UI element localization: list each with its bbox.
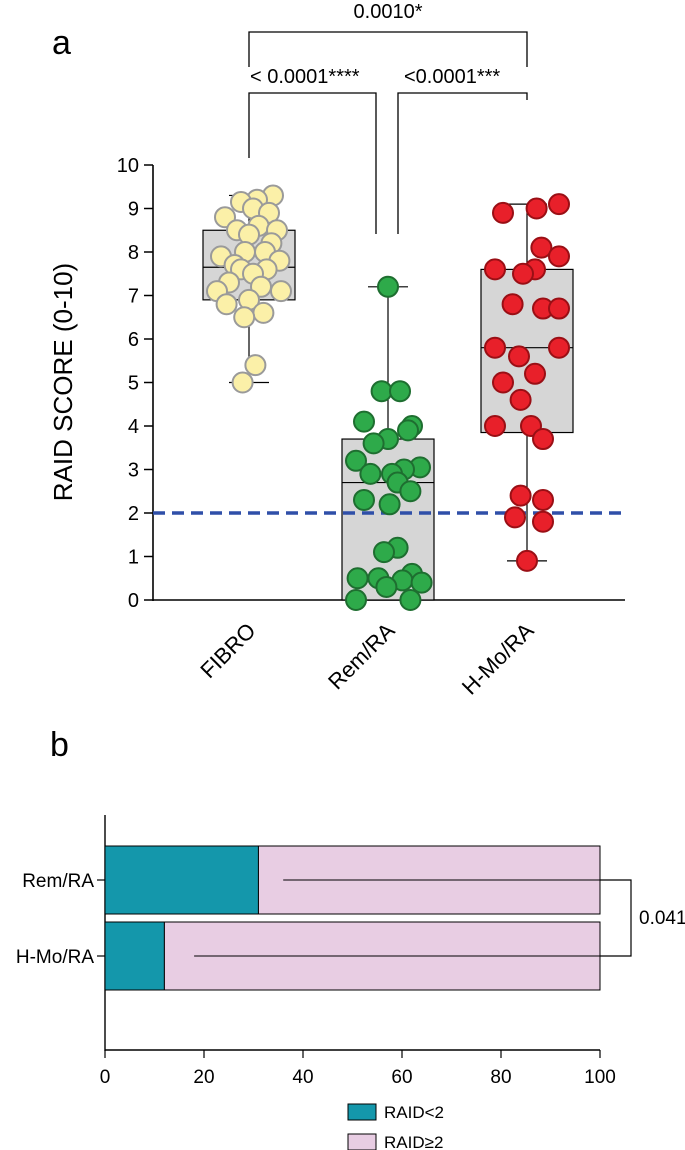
y-tick-label: 7 bbox=[128, 286, 139, 308]
x-tick-label: FIBRO bbox=[195, 618, 260, 683]
data-point bbox=[509, 388, 532, 411]
data-point bbox=[548, 336, 570, 359]
legend-swatch bbox=[347, 1133, 377, 1150]
data-point bbox=[548, 297, 570, 320]
x-tick-labels: FIBRO Rem/RA H-Mo/RA bbox=[195, 618, 538, 700]
b-x-tick-label: 0 bbox=[100, 1067, 111, 1088]
significance-bracket bbox=[248, 92, 377, 234]
data-point bbox=[353, 410, 375, 433]
data-point bbox=[252, 301, 275, 324]
data-point bbox=[492, 371, 514, 394]
data-point bbox=[484, 258, 506, 281]
b-x-tick-label: 40 bbox=[292, 1067, 313, 1088]
data-point bbox=[548, 245, 570, 268]
data-point bbox=[504, 506, 526, 529]
data-point bbox=[359, 462, 382, 485]
y-tick-label: 6 bbox=[128, 329, 139, 351]
legend: RAID<2 RAID≥2 bbox=[347, 1103, 444, 1150]
data-point bbox=[532, 488, 554, 511]
data-point bbox=[233, 306, 256, 329]
y-tick-label: 1 bbox=[128, 547, 139, 569]
data-point bbox=[484, 415, 506, 437]
data-point bbox=[362, 432, 385, 455]
data-point bbox=[525, 197, 548, 220]
y-tick-label: 9 bbox=[128, 199, 139, 221]
data-point bbox=[509, 484, 532, 507]
data-point bbox=[345, 449, 367, 472]
data-point bbox=[524, 362, 546, 385]
data-point bbox=[508, 345, 530, 368]
x-tick-label: H-Mo/RA bbox=[457, 618, 539, 700]
significance-bracket bbox=[248, 31, 528, 67]
y-tick-label: 0 bbox=[128, 590, 139, 612]
legend-swatch bbox=[347, 1103, 377, 1121]
data-point bbox=[244, 354, 267, 377]
y-tick-label: 10 bbox=[117, 155, 139, 177]
data-point bbox=[215, 293, 238, 316]
significance-label: < 0.0001**** bbox=[250, 66, 360, 88]
data-point bbox=[501, 293, 524, 316]
significance-bracket bbox=[397, 92, 528, 234]
significance-label: 0.0010* bbox=[354, 1, 423, 23]
b-y-tick-label: H-Mo/RA bbox=[16, 947, 94, 968]
legend-label: RAID≥2 bbox=[384, 1133, 443, 1150]
data-point bbox=[548, 193, 570, 216]
data-point bbox=[270, 280, 292, 303]
legend-label: RAID<2 bbox=[384, 1103, 444, 1122]
y-axis-label: RAID SCORE (0-10) bbox=[48, 263, 78, 501]
data-point bbox=[532, 428, 554, 451]
comparison-bracket: 0.041 bbox=[600, 879, 685, 957]
b-x-tick-label: 60 bbox=[391, 1067, 412, 1088]
panel-a-label: a bbox=[52, 24, 71, 62]
data-point bbox=[532, 510, 554, 533]
data-point bbox=[346, 567, 369, 590]
y-tick-label: 4 bbox=[128, 416, 139, 438]
data-point bbox=[370, 380, 393, 403]
data-point bbox=[373, 541, 395, 564]
data-point bbox=[397, 419, 419, 442]
b-x-tick-label: 100 bbox=[584, 1067, 616, 1088]
data-point bbox=[375, 575, 398, 598]
data-points bbox=[206, 184, 570, 611]
stacked-bar-chart: Rem/RAH-Mo/RA 0 20 40 60 80 100 0.041 RAID<2R… bbox=[16, 815, 685, 1150]
data-point bbox=[399, 589, 422, 611]
data-point bbox=[530, 236, 553, 259]
x-tick-label: Rem/RA bbox=[323, 618, 400, 695]
box-plot-chart: RAID SCORE (0-10) 0 1 2 3 4 5 6 7 8 9 10 FIBRO Rem/… bbox=[48, 1, 625, 699]
data-point bbox=[399, 480, 422, 503]
y-ticks: 0 1 2 3 4 5 6 7 8 9 10 bbox=[117, 155, 153, 612]
b-x-tick-labels: 0 20 40 60 80 100 bbox=[100, 1050, 616, 1088]
data-point bbox=[484, 336, 506, 359]
data-point bbox=[389, 380, 411, 403]
data-point bbox=[516, 549, 538, 572]
data-point bbox=[377, 275, 399, 298]
bars bbox=[104, 845, 601, 991]
significance-label: <0.0001*** bbox=[404, 66, 500, 88]
panel-b-label: b bbox=[50, 726, 69, 764]
y-tick-label: 5 bbox=[128, 373, 139, 395]
y-tick-label: 8 bbox=[128, 242, 139, 264]
y-tick-label: 3 bbox=[128, 460, 139, 482]
comparison-label: 0.041 bbox=[639, 908, 685, 929]
b-y-tick-labels: Rem/RA H-Mo/RA bbox=[16, 871, 105, 968]
data-point bbox=[353, 488, 375, 511]
y-tick-label: 2 bbox=[128, 503, 139, 525]
data-point bbox=[378, 493, 401, 516]
bar-segment bbox=[104, 845, 259, 915]
data-point bbox=[231, 371, 254, 394]
data-point bbox=[492, 201, 514, 224]
comparison-bracket-line bbox=[600, 879, 632, 957]
significance-annotations: 0.0010* < 0.0001**** <0.0001*** bbox=[248, 1, 528, 234]
bar-segment bbox=[104, 921, 165, 991]
data-point bbox=[512, 262, 534, 285]
data-point bbox=[410, 571, 433, 594]
data-point bbox=[345, 589, 367, 611]
b-x-tick-label: 20 bbox=[193, 1067, 214, 1088]
b-y-tick-label: Rem/RA bbox=[22, 871, 94, 892]
b-x-tick-label: 80 bbox=[490, 1067, 511, 1088]
